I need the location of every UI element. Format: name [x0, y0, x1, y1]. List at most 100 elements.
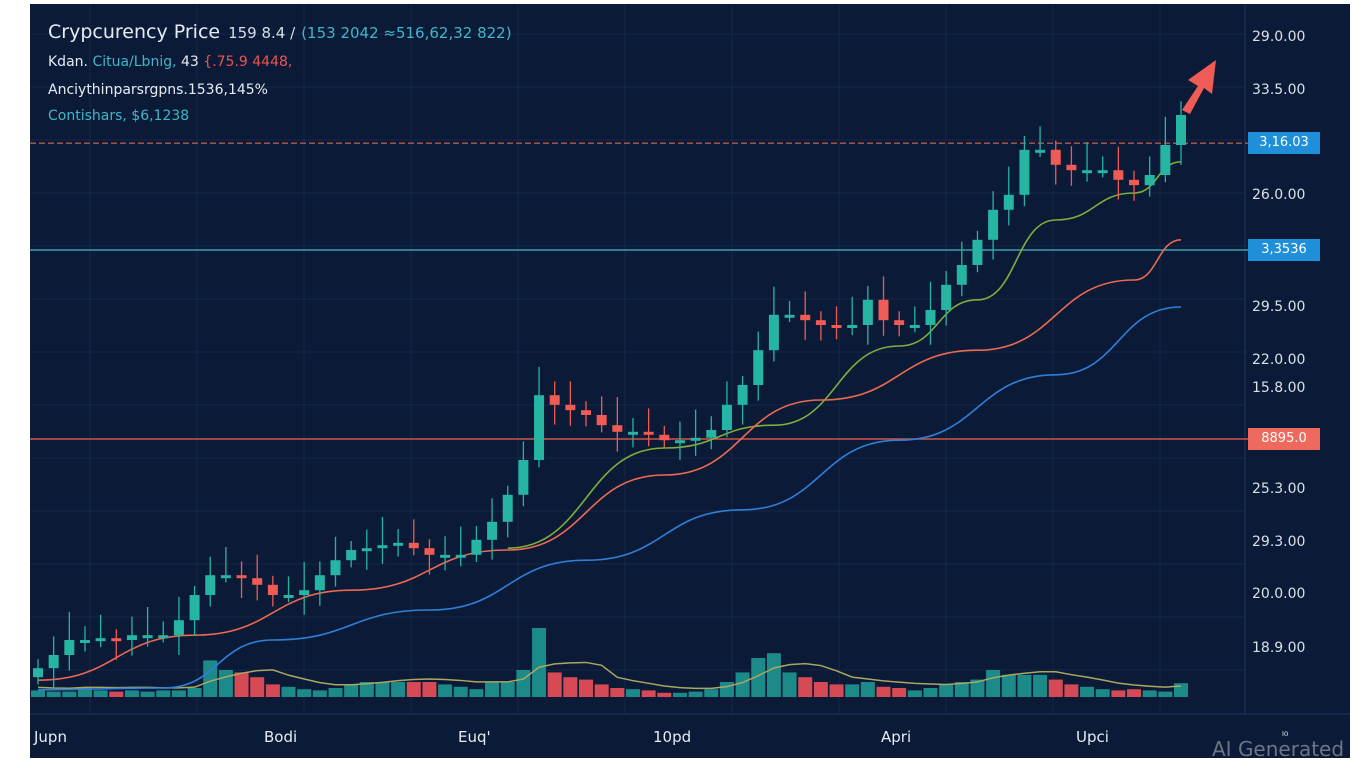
candle-body [784, 314, 795, 318]
candle-body [518, 460, 529, 495]
x-tick: Apri [881, 728, 912, 746]
candle-body [267, 584, 278, 595]
candle-body [815, 320, 826, 325]
volume-bar [939, 684, 954, 697]
volume-bar [532, 628, 547, 697]
candle-body [440, 554, 451, 558]
candle-body [894, 320, 905, 325]
volume-bar [766, 653, 781, 697]
y-tick: 26.0.00 [1252, 187, 1306, 203]
volume-bar [187, 688, 202, 697]
volume-bar [563, 677, 578, 697]
volume-bar [1127, 689, 1142, 697]
info-change: {.75.9 4448, [203, 54, 293, 70]
candle-body [581, 410, 592, 415]
volume-bar [986, 670, 1001, 697]
volume-bar [375, 682, 390, 697]
candle-body [220, 575, 231, 579]
volume-bar [281, 686, 296, 697]
candle-body [487, 521, 498, 540]
volume-bar [93, 690, 108, 697]
candle-body [471, 539, 482, 555]
volume-bar [469, 689, 484, 697]
info-line-4: Contishars, $6,1238 [48, 108, 189, 124]
y-tick: 20.0.00 [1252, 586, 1306, 602]
candle-body [643, 431, 654, 435]
candle-body [424, 548, 435, 555]
volume-bar [672, 692, 687, 697]
info-label: Kdan. [48, 54, 88, 70]
candle-body [1176, 115, 1186, 145]
candle-body [565, 404, 576, 411]
volume-bar [1080, 686, 1095, 697]
candle-body [534, 395, 545, 460]
info-line-3: Anciythinparsrgpns.1536,145% [48, 82, 268, 98]
candle-body [596, 415, 607, 426]
volume-bar [1142, 690, 1157, 697]
volume-bar [344, 684, 359, 697]
volume-bar [610, 688, 625, 697]
price-chart[interactable] [30, 4, 1350, 758]
volume-bar [657, 692, 672, 697]
volume-bar [453, 686, 468, 697]
candle-body [393, 542, 404, 546]
volume-bar [218, 670, 233, 697]
candle-body [768, 314, 779, 351]
y-tick: 29.5.00 [1252, 299, 1306, 315]
candle-body [956, 265, 967, 285]
candle-body [361, 548, 372, 552]
volume-bar [77, 688, 92, 697]
candle-body [33, 668, 43, 678]
candle-body [800, 314, 811, 321]
y-tick: 15.8.00 [1252, 380, 1306, 396]
price-tag: 3,3536 [1248, 239, 1320, 261]
y-tick: 33.5.00 [1252, 82, 1306, 98]
candle-body [64, 640, 75, 655]
volume-bar [500, 682, 515, 697]
info-label: Contishars, [48, 108, 127, 124]
volume-bar [907, 690, 922, 697]
volume-bar [1033, 674, 1048, 697]
volume-bar [1064, 684, 1079, 697]
chart-panel: Crypcurency Price 159 8.4 / (153 2042 ≈51… [30, 4, 1350, 758]
candle-body [1113, 170, 1124, 180]
candle-body [549, 395, 560, 405]
candle-body [925, 310, 936, 325]
candle-body [1097, 170, 1108, 174]
x-tick: Euq' [458, 728, 491, 746]
x-tick: ₗ₀ [1282, 726, 1289, 739]
volume-bar [31, 690, 45, 697]
volume-bar [391, 682, 406, 697]
candle-body [612, 425, 623, 432]
x-tick: Bodi [264, 728, 298, 746]
volume-bar [234, 672, 249, 697]
volume-bar [751, 658, 766, 697]
candle-body [314, 575, 325, 591]
candle-body [95, 638, 106, 642]
y-tick: 18.9.00 [1252, 640, 1306, 656]
title-text: Crypcurency Price [48, 21, 221, 43]
volume-bar [438, 684, 453, 697]
candle-body [1066, 164, 1077, 171]
moving-average-line [507, 161, 1182, 549]
candle-body [674, 440, 685, 444]
watermark: AI Generated [1212, 737, 1345, 758]
candle-body [111, 638, 122, 642]
volume-bar [625, 689, 640, 697]
candle-body [1160, 145, 1171, 175]
volume-bar [954, 682, 969, 697]
volume-bar [1174, 683, 1188, 697]
candle-body [158, 635, 169, 639]
candle-body [48, 655, 59, 669]
candle-body [502, 494, 513, 522]
volume-bar [265, 684, 280, 697]
candle-body [753, 350, 764, 385]
x-tick: Jupn [34, 728, 67, 746]
candle-body [721, 404, 732, 430]
candle-body [988, 209, 999, 240]
candle-body [941, 284, 952, 310]
candle-body [377, 545, 388, 549]
candle-body [706, 430, 717, 438]
volume-bar [516, 670, 531, 697]
candle-body [1082, 170, 1093, 174]
